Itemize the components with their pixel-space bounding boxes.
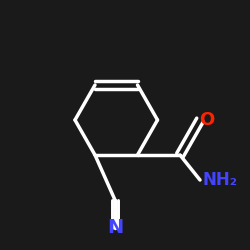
Text: N: N — [107, 218, 123, 237]
Text: O: O — [199, 111, 214, 129]
Text: NH₂: NH₂ — [202, 171, 237, 189]
